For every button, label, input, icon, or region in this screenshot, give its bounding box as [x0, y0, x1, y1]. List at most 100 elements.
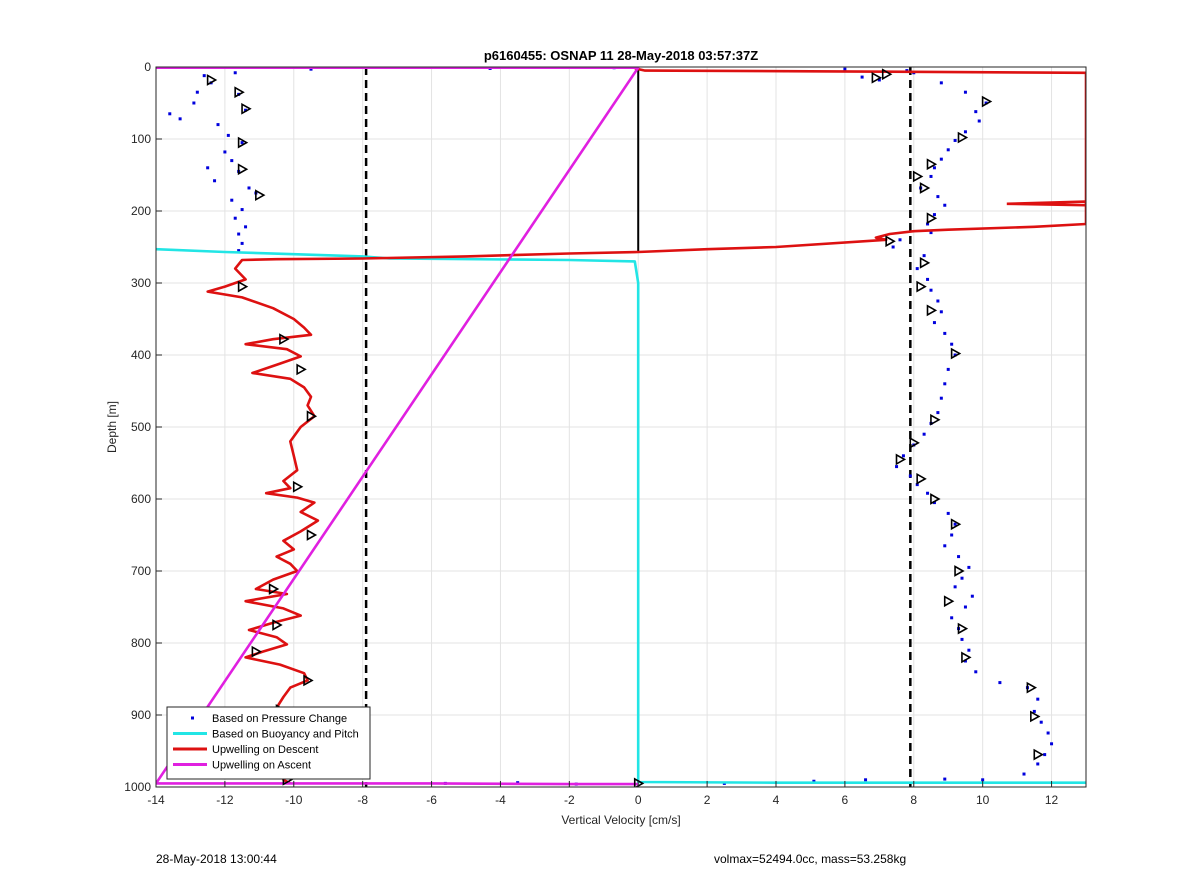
pressure-point	[915, 483, 919, 487]
triangle-marker	[237, 136, 249, 149]
triangle-marker	[1030, 710, 1041, 723]
pressure-point	[936, 299, 940, 303]
pressure-point	[812, 779, 816, 783]
x-axis-label: Vertical Velocity [cm/s]	[561, 813, 680, 827]
pressure-point	[908, 474, 912, 478]
pressure-point	[240, 208, 244, 212]
y-tick-label: 900	[131, 708, 151, 722]
footer-params: volmax=52494.0cc, mass=53.258kg	[714, 852, 907, 866]
grid	[155, 66, 1086, 788]
triangle-marker	[919, 182, 931, 194]
triangle-marker	[206, 74, 218, 86]
x-tick-label: -12	[216, 793, 234, 807]
triangle-marker	[930, 413, 941, 426]
triangle-marker	[943, 595, 955, 608]
pressure-point	[943, 203, 947, 207]
x-tick-label: -6	[426, 793, 437, 807]
pressure-point	[953, 585, 957, 589]
triangle-marker	[296, 363, 307, 376]
pressure-point	[309, 67, 313, 71]
pressure-point	[237, 232, 241, 236]
pressure-point	[213, 179, 217, 183]
pressure-point	[1043, 753, 1047, 757]
pressure-point	[960, 637, 964, 641]
y-axis-label: Depth [m]	[105, 401, 119, 453]
y-tick-label: 400	[131, 348, 151, 362]
series-line-3	[156, 67, 640, 786]
pressure-point	[950, 533, 954, 537]
triangle-marker	[950, 347, 962, 360]
pressure-point	[974, 110, 978, 114]
chart-title: p6160455: OSNAP 11 28-May-2018 03:57:37Z	[484, 48, 758, 63]
pressure-point	[929, 174, 933, 178]
pressure-point	[939, 157, 943, 161]
triangle-marker	[1033, 748, 1044, 761]
pressure-point	[922, 254, 926, 258]
pressure-point	[223, 150, 227, 154]
x-tick-label: -10	[285, 793, 303, 807]
pressure-point	[877, 78, 881, 82]
triangle-marker	[926, 212, 938, 225]
pressure-point	[963, 605, 967, 609]
triangle-marker	[251, 645, 263, 658]
pressure-point	[247, 186, 251, 190]
y-tick-label: 1000	[124, 780, 151, 794]
pressure-point	[244, 225, 248, 229]
pressure-point	[195, 90, 199, 94]
pressure-point	[1036, 762, 1040, 766]
pressure-point	[192, 101, 196, 105]
pressure-point	[943, 544, 947, 548]
pressure-point	[936, 195, 940, 199]
pressure-point	[1046, 731, 1050, 735]
triangle-marker	[1026, 681, 1038, 694]
pressure-point	[939, 310, 943, 314]
pressure-point	[895, 465, 899, 469]
triangle-marker	[957, 131, 969, 144]
pressure-point	[932, 166, 936, 170]
pressure-point	[237, 249, 241, 253]
pressure-point	[178, 117, 182, 121]
triangle-marker	[919, 256, 931, 269]
pressure-point	[901, 454, 905, 458]
legend-entry: Based on Buoyancy and Pitch	[212, 729, 359, 741]
pressure-point	[1050, 742, 1054, 746]
pressure-point	[936, 411, 940, 415]
triangle-marker	[306, 410, 318, 423]
pressure-point	[950, 616, 954, 620]
pressure-point	[932, 321, 936, 325]
pressure-point	[953, 522, 957, 526]
triangle-marker	[895, 453, 907, 466]
triangle-marker	[930, 493, 941, 505]
y-tick-label: 300	[131, 276, 151, 290]
pressure-point	[240, 241, 244, 245]
x-tick-label: -14	[147, 793, 165, 807]
pressure-point	[898, 238, 902, 242]
pressure-point	[929, 288, 933, 292]
pressure-point	[926, 491, 930, 495]
pressure-point	[168, 112, 172, 116]
pressure-point	[233, 216, 237, 220]
triangle-marker	[957, 622, 969, 635]
pressure-point	[932, 213, 936, 217]
pressure-point	[967, 565, 971, 569]
pressure-point	[206, 166, 210, 170]
triangle-marker	[268, 583, 280, 595]
pressure-point	[240, 141, 244, 145]
pressure-point	[970, 594, 974, 598]
y-tick-label: 800	[131, 636, 151, 650]
pressure-point	[891, 245, 895, 249]
triangle-marker	[255, 189, 266, 202]
triangle-marker	[241, 102, 252, 115]
pressure-point	[932, 501, 936, 505]
legend: Based on Pressure Change Based on Buoyanc…	[166, 706, 371, 780]
triangle-marker	[292, 480, 304, 493]
pressure-point	[233, 71, 237, 75]
pressure-point	[963, 130, 967, 134]
pressure-point	[953, 353, 957, 357]
series-line-4	[1006, 200, 1086, 207]
x-tick-label: 6	[842, 793, 849, 807]
pressure-point	[926, 277, 930, 281]
triangle-marker	[885, 235, 896, 248]
pressure-point	[998, 681, 1002, 685]
pressure-point	[1032, 709, 1036, 713]
